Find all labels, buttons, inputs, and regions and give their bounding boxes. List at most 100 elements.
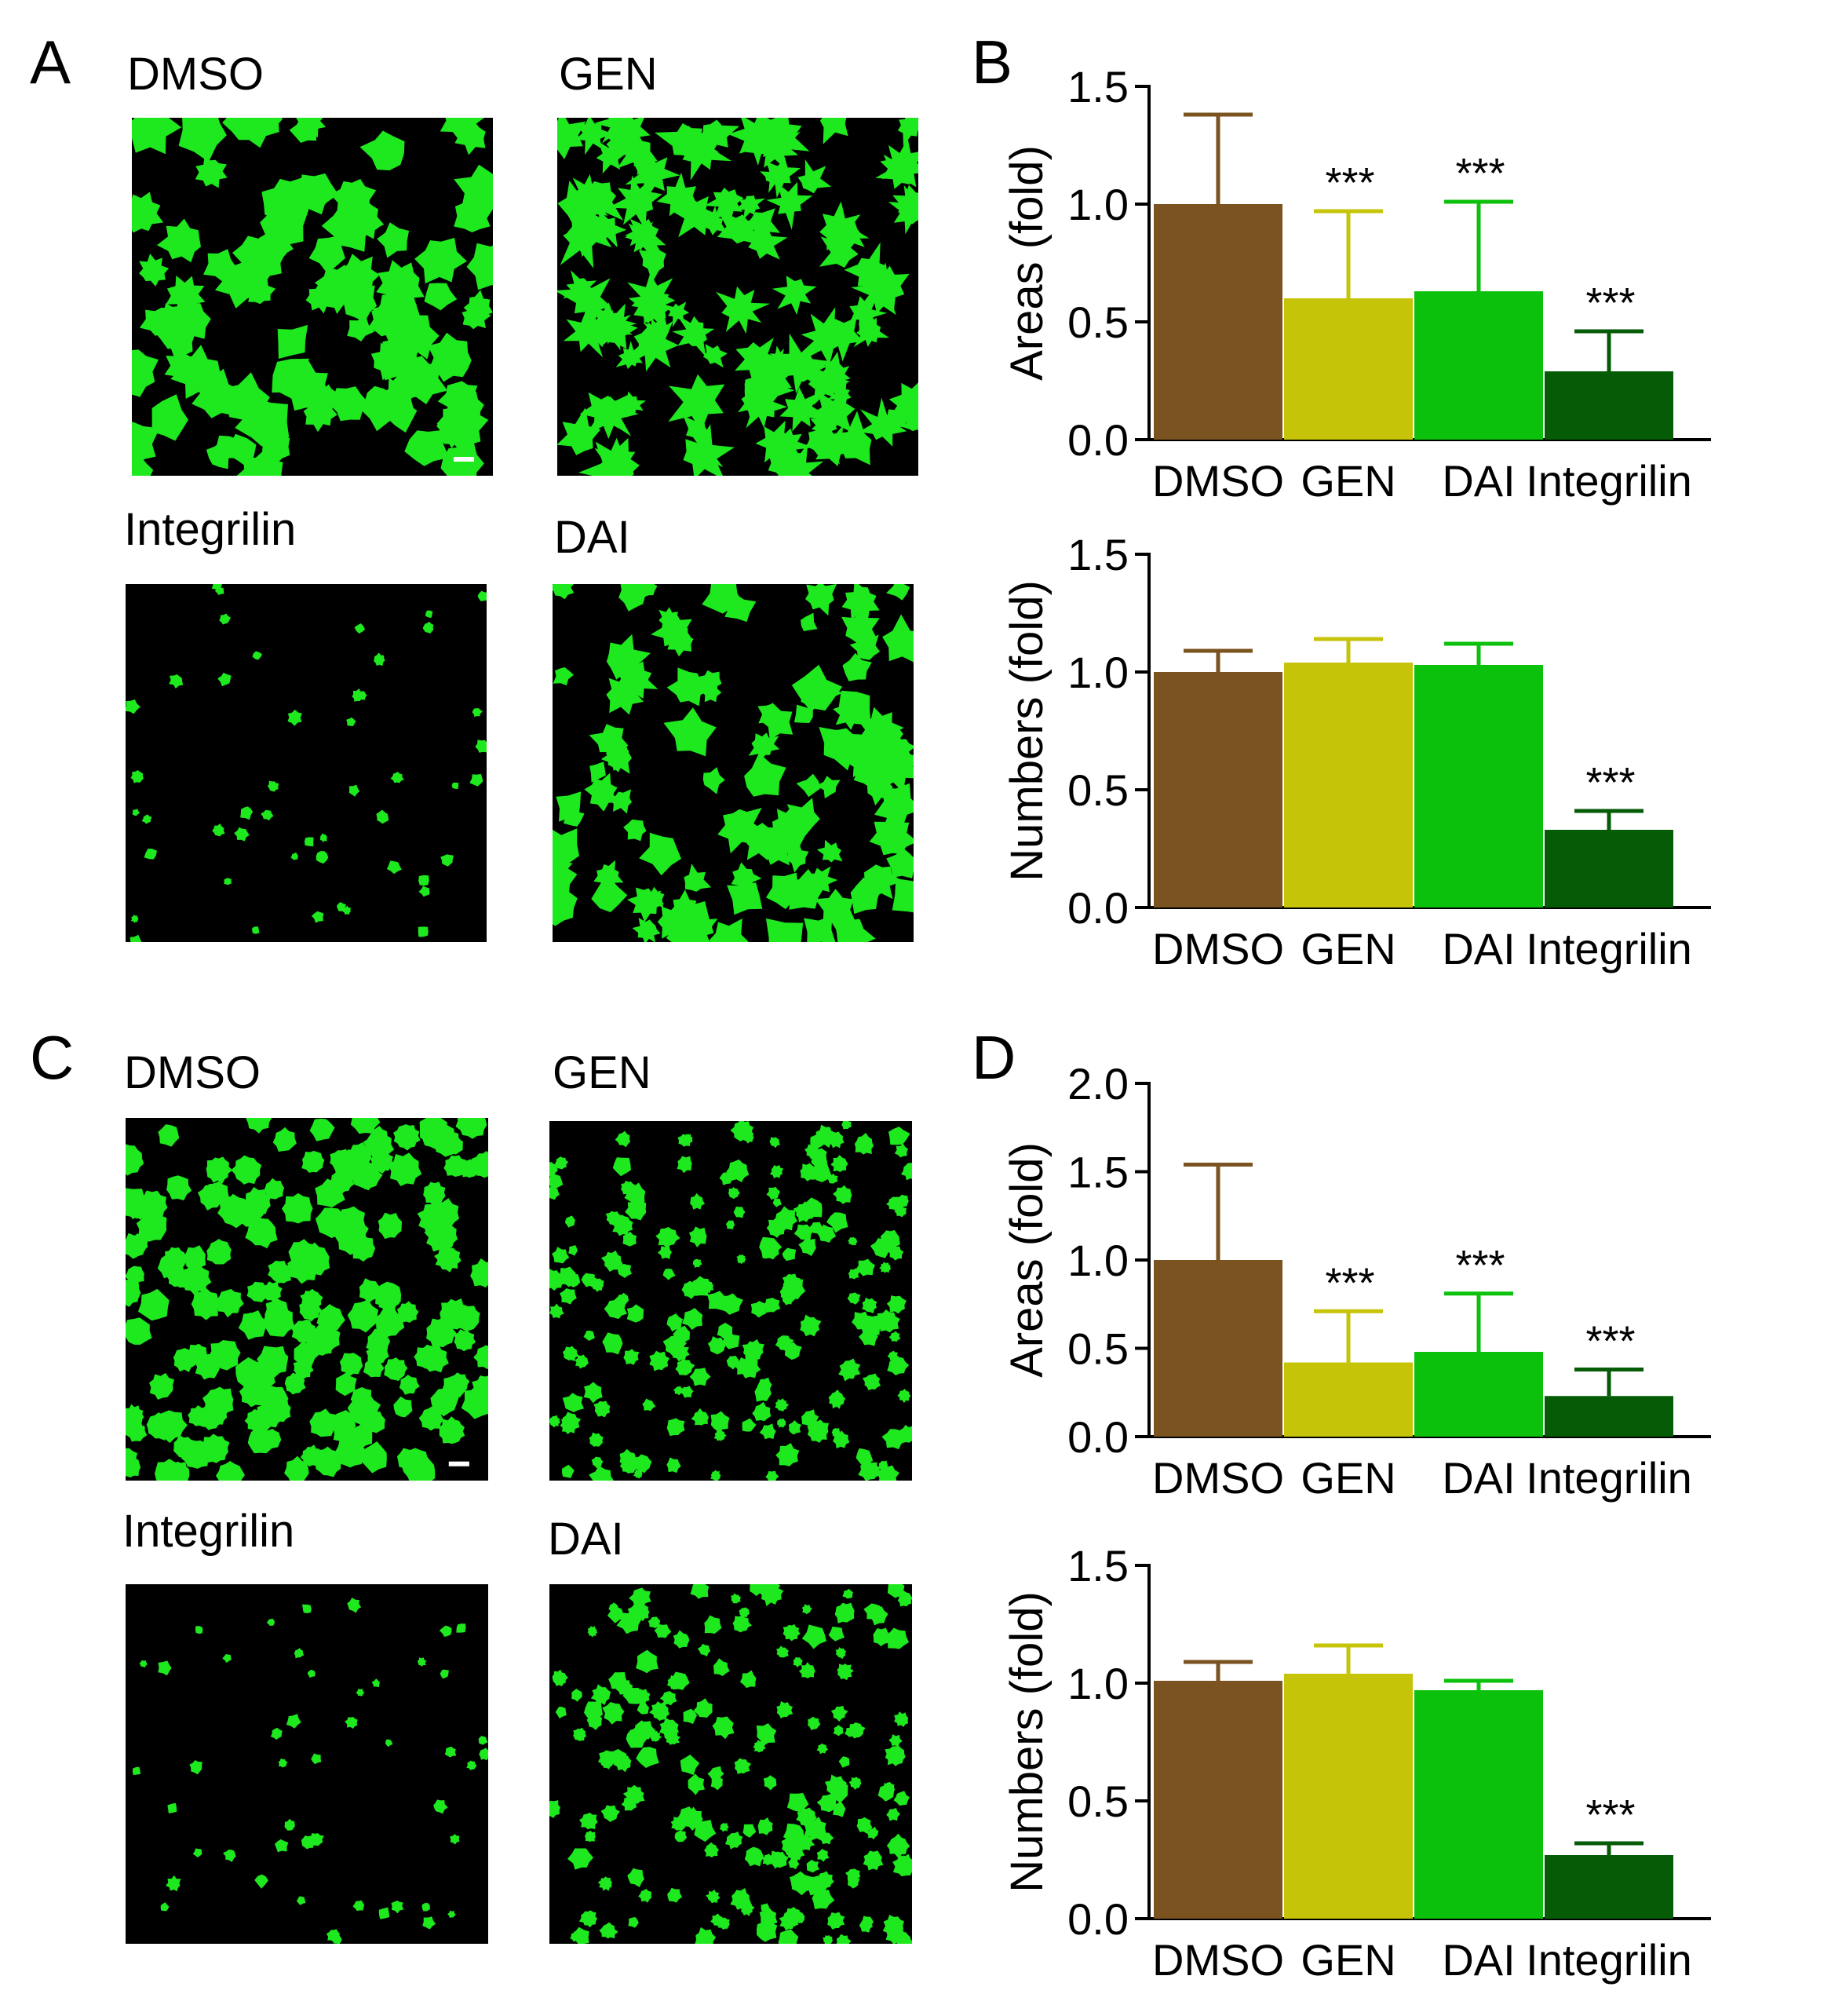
cell [126, 1280, 141, 1307]
cell [820, 1832, 834, 1845]
cell [828, 1389, 846, 1409]
cell [337, 902, 347, 911]
cell [422, 621, 434, 634]
cell [838, 1756, 850, 1768]
x-tick-label-integrilin: Integrilin [1526, 456, 1692, 506]
cell [765, 1470, 779, 1481]
cell [560, 1288, 577, 1305]
cell [894, 1711, 909, 1727]
cell [894, 1143, 909, 1158]
cell [834, 918, 876, 942]
cell [887, 1584, 905, 1598]
cell [888, 1734, 903, 1747]
cell [838, 1358, 861, 1382]
cell [126, 699, 140, 714]
cell [246, 1118, 272, 1134]
cell [770, 1164, 784, 1179]
bar-integrilin [1545, 1855, 1673, 1919]
cell [138, 118, 168, 134]
cell [552, 1669, 569, 1687]
cell [666, 1457, 681, 1474]
micrograph [557, 118, 918, 476]
cell [374, 652, 385, 667]
cell [822, 1934, 834, 1944]
cell [725, 1220, 735, 1230]
cell [470, 1258, 488, 1288]
cell [126, 1233, 146, 1259]
cell [553, 884, 578, 926]
cell [694, 1820, 717, 1843]
cell [554, 1156, 569, 1170]
cell [421, 1903, 430, 1912]
cell [649, 1701, 669, 1722]
cell [838, 221, 865, 250]
cell [621, 1796, 637, 1811]
cell [879, 1262, 891, 1273]
cell [859, 864, 903, 900]
cell [284, 1818, 295, 1831]
cell [873, 1627, 891, 1647]
cell [613, 661, 659, 699]
cell [345, 1141, 372, 1171]
cell [420, 1343, 449, 1373]
cell [783, 1823, 804, 1843]
cell [347, 316, 375, 341]
cell [655, 1226, 680, 1249]
cell [441, 406, 471, 435]
cell [625, 221, 656, 253]
bar-dai [1414, 1352, 1543, 1437]
cell [726, 1159, 750, 1182]
cell [828, 1778, 848, 1804]
cell [692, 1258, 702, 1269]
cell [606, 669, 644, 715]
cell [681, 1307, 703, 1331]
cell [192, 368, 240, 418]
cell [294, 1341, 318, 1368]
cell [830, 1155, 848, 1172]
y-axis-label: Numbers (fold) [1001, 580, 1053, 882]
cell [841, 584, 880, 622]
cell [841, 1121, 852, 1130]
cell [766, 872, 809, 910]
cell [593, 1401, 611, 1418]
cell [463, 290, 493, 323]
cell [206, 1156, 233, 1184]
cell [816, 839, 843, 863]
panel-letter-d: D [972, 1023, 1016, 1092]
cell [816, 776, 841, 799]
cell [449, 1372, 470, 1393]
cell [622, 1687, 644, 1704]
cell [444, 1746, 457, 1758]
panel-c-image-gen [549, 1121, 912, 1481]
cell [439, 1416, 465, 1444]
cell [553, 584, 575, 600]
cell [305, 283, 338, 314]
cell [370, 338, 408, 381]
cell [259, 1385, 289, 1415]
cell [562, 1346, 579, 1361]
cell [553, 828, 579, 871]
cell [662, 301, 690, 327]
cell [734, 195, 766, 220]
cell [713, 1429, 727, 1441]
cell [717, 210, 759, 244]
cell [617, 126, 658, 178]
cell [697, 1643, 711, 1657]
cell [453, 1305, 480, 1331]
cell [549, 1269, 564, 1291]
significance-label: *** [1585, 279, 1635, 327]
cell [549, 1415, 561, 1428]
cell [597, 1750, 616, 1769]
cell [791, 664, 842, 712]
cell [753, 1739, 766, 1753]
cell [826, 1212, 848, 1233]
cell [247, 1426, 275, 1454]
cell [713, 1658, 730, 1677]
y-tick-label: 0.5 [1067, 1777, 1129, 1826]
cell [789, 1420, 801, 1435]
cell [709, 919, 749, 942]
cell [616, 1292, 629, 1306]
cell [629, 1587, 651, 1606]
cell [771, 428, 815, 463]
cell [427, 332, 472, 382]
